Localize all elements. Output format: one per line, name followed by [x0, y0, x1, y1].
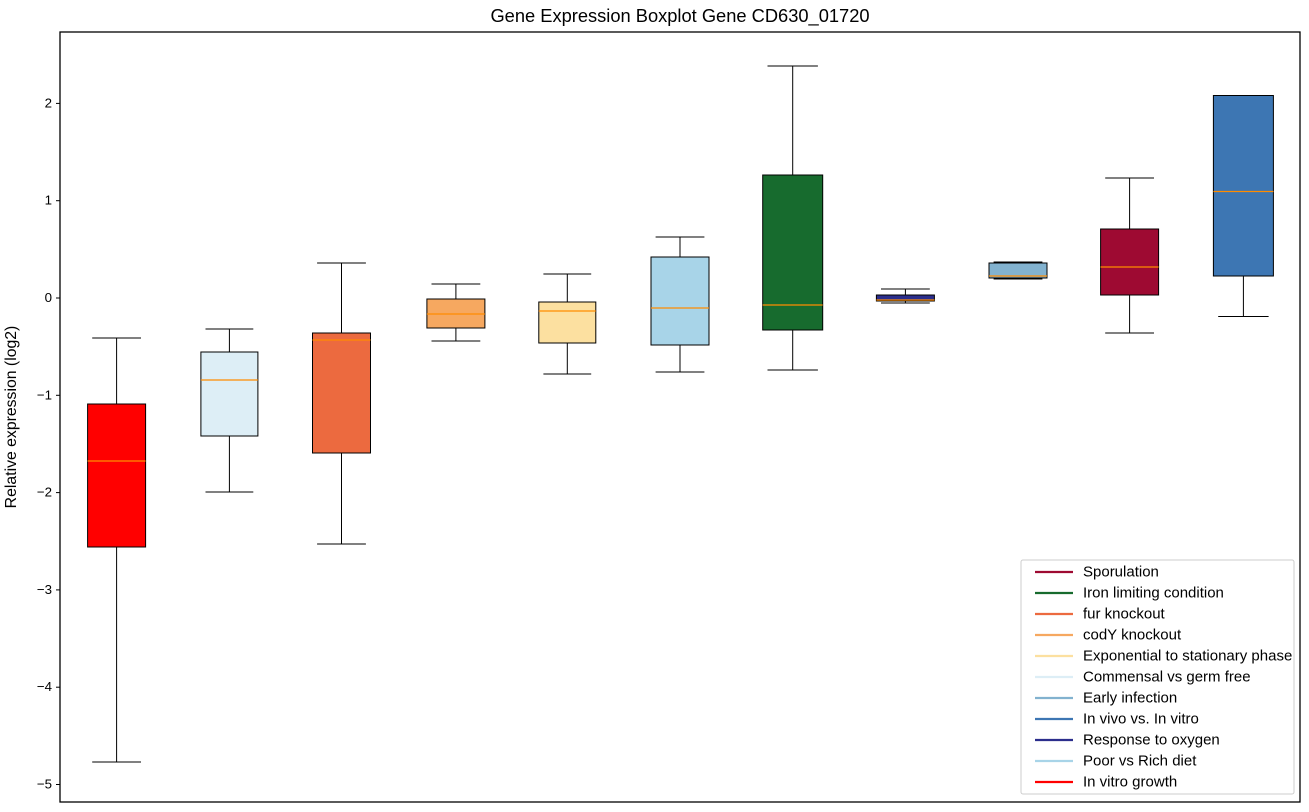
- svg-text:2: 2: [45, 95, 52, 110]
- svg-text:Poor vs Rich diet: Poor vs Rich diet: [1083, 753, 1197, 770]
- svg-text:0: 0: [45, 290, 52, 305]
- svg-text:Early infection: Early infection: [1083, 690, 1177, 707]
- svg-text:−3: −3: [37, 582, 52, 597]
- svg-text:fur knockout: fur knockout: [1083, 606, 1166, 623]
- svg-text:1: 1: [45, 193, 52, 208]
- svg-text:In vitro growth: In vitro growth: [1083, 774, 1177, 791]
- svg-text:−4: −4: [37, 679, 52, 694]
- svg-text:−5: −5: [37, 777, 52, 792]
- svg-text:Commensal vs germ free: Commensal vs germ free: [1083, 669, 1251, 686]
- svg-text:−2: −2: [37, 485, 52, 500]
- svg-text:Relative expression (log2): Relative expression (log2): [3, 326, 20, 509]
- svg-text:In vivo vs. In vitro: In vivo vs. In vitro: [1083, 711, 1199, 728]
- svg-text:Gene Expression Boxplot Gene C: Gene Expression Boxplot Gene CD630_01720: [490, 5, 869, 27]
- svg-text:Exponential to stationary phas: Exponential to stationary phase: [1083, 648, 1292, 665]
- svg-text:Sporulation: Sporulation: [1083, 564, 1159, 581]
- svg-text:Response to oxygen: Response to oxygen: [1083, 732, 1220, 749]
- svg-text:Iron limiting condition: Iron limiting condition: [1083, 585, 1224, 602]
- svg-text:−1: −1: [37, 387, 52, 402]
- svg-text:codY knockout: codY knockout: [1083, 627, 1182, 644]
